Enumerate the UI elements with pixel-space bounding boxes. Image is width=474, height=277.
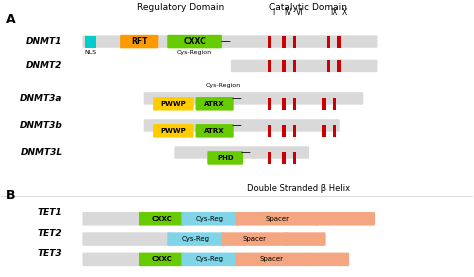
Text: PWWP: PWWP <box>161 128 186 134</box>
Text: Cys-Reg: Cys-Reg <box>196 257 224 262</box>
Text: Regulatory Domain: Regulatory Domain <box>137 3 224 12</box>
Text: CXXC: CXXC <box>151 216 172 222</box>
Bar <box>333 98 337 110</box>
FancyBboxPatch shape <box>231 60 377 72</box>
Bar <box>282 125 285 137</box>
FancyBboxPatch shape <box>316 212 375 225</box>
Text: CXXC: CXXC <box>183 37 206 46</box>
FancyBboxPatch shape <box>207 151 243 165</box>
FancyBboxPatch shape <box>167 232 224 246</box>
FancyBboxPatch shape <box>153 97 194 111</box>
Text: Spacer: Spacer <box>243 236 267 242</box>
Bar <box>327 36 330 48</box>
Text: TET2: TET2 <box>38 229 63 238</box>
Bar <box>268 36 272 48</box>
Bar <box>333 125 337 137</box>
Text: TET3: TET3 <box>38 249 63 258</box>
Text: Spacer: Spacer <box>265 216 289 222</box>
Text: Cys-Region: Cys-Region <box>205 83 240 88</box>
FancyBboxPatch shape <box>196 124 234 138</box>
Text: A: A <box>6 13 16 26</box>
FancyBboxPatch shape <box>144 92 363 105</box>
Text: RFT: RFT <box>131 37 147 46</box>
Text: DNMT3b: DNMT3b <box>20 121 63 130</box>
Text: ATRX: ATRX <box>204 128 225 134</box>
Text: VI: VI <box>295 8 303 17</box>
Bar <box>327 60 330 72</box>
FancyBboxPatch shape <box>139 253 184 266</box>
Text: DNMT3L: DNMT3L <box>20 148 63 157</box>
Text: IV: IV <box>284 8 292 17</box>
Text: DNMT1: DNMT1 <box>26 37 63 46</box>
Bar <box>268 60 272 72</box>
Bar <box>282 36 285 48</box>
Text: TET1: TET1 <box>38 208 63 217</box>
Text: I: I <box>273 8 275 17</box>
Text: PHD: PHD <box>217 155 234 161</box>
Text: —: — <box>231 120 241 130</box>
Bar <box>85 36 96 48</box>
Text: Spacer: Spacer <box>259 257 283 262</box>
Text: Cys-Region: Cys-Region <box>177 50 212 55</box>
FancyBboxPatch shape <box>153 124 194 138</box>
Text: —: — <box>240 148 250 158</box>
Bar <box>292 152 296 164</box>
FancyBboxPatch shape <box>167 35 222 48</box>
FancyBboxPatch shape <box>221 232 288 246</box>
FancyBboxPatch shape <box>182 253 238 266</box>
FancyBboxPatch shape <box>139 212 184 225</box>
Bar <box>268 98 272 110</box>
Text: DNMT3a: DNMT3a <box>20 94 63 103</box>
Text: —: — <box>231 93 241 103</box>
FancyBboxPatch shape <box>82 232 170 246</box>
Bar <box>292 125 296 137</box>
Text: B: B <box>6 189 16 202</box>
Text: —: — <box>220 37 230 47</box>
FancyBboxPatch shape <box>82 35 377 48</box>
FancyBboxPatch shape <box>120 35 158 48</box>
Text: ATRX: ATRX <box>204 101 225 107</box>
Bar <box>292 60 296 72</box>
Text: IX: IX <box>330 8 337 17</box>
Text: Catalytic Domain: Catalytic Domain <box>269 3 346 12</box>
Text: NLS: NLS <box>84 50 97 55</box>
FancyBboxPatch shape <box>182 212 238 225</box>
Text: Cys-Reg: Cys-Reg <box>182 236 210 242</box>
Bar <box>268 152 272 164</box>
Bar <box>282 98 285 110</box>
Text: Cys-Reg: Cys-Reg <box>196 216 224 222</box>
Bar <box>282 152 285 164</box>
FancyBboxPatch shape <box>82 253 142 266</box>
Text: DNMT2: DNMT2 <box>26 61 63 70</box>
FancyBboxPatch shape <box>304 253 349 266</box>
Bar <box>282 60 285 72</box>
Text: CXXC: CXXC <box>151 257 172 262</box>
Bar <box>322 98 326 110</box>
Bar <box>337 60 341 72</box>
FancyBboxPatch shape <box>285 232 326 246</box>
Bar <box>322 125 326 137</box>
Bar <box>337 36 341 48</box>
FancyBboxPatch shape <box>196 97 234 111</box>
Text: Double Stranded β Helix: Double Stranded β Helix <box>246 184 350 193</box>
Bar <box>292 98 296 110</box>
FancyBboxPatch shape <box>236 253 307 266</box>
FancyBboxPatch shape <box>236 212 319 225</box>
FancyBboxPatch shape <box>174 146 309 159</box>
Bar <box>268 125 272 137</box>
FancyBboxPatch shape <box>82 212 142 225</box>
Text: PWWP: PWWP <box>161 101 186 107</box>
Bar <box>292 36 296 48</box>
FancyBboxPatch shape <box>144 119 340 132</box>
Text: X: X <box>342 8 347 17</box>
